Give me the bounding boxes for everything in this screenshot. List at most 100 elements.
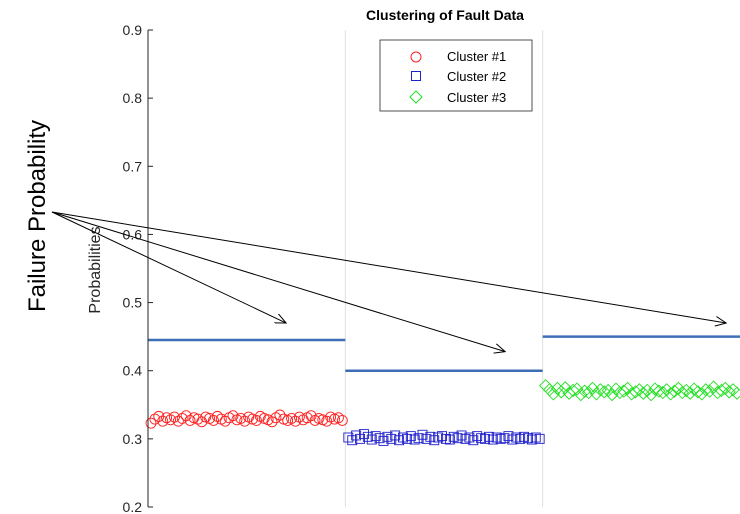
data-point bbox=[574, 387, 588, 402]
data-point bbox=[332, 412, 344, 424]
data-point bbox=[321, 415, 333, 427]
annotation-arrows bbox=[51, 211, 726, 352]
data-point bbox=[351, 430, 362, 441]
y-tick-label: 0.8 bbox=[123, 90, 143, 106]
data-point bbox=[448, 431, 459, 442]
data-point bbox=[405, 431, 416, 442]
data-point bbox=[617, 384, 631, 398]
data-point bbox=[290, 415, 301, 427]
data-point bbox=[184, 415, 196, 426]
data-point bbox=[359, 429, 369, 440]
legend-label-cluster-2: Cluster #2 bbox=[447, 69, 506, 84]
series-cluster-1 bbox=[145, 409, 348, 429]
data-point bbox=[425, 431, 436, 442]
data-point bbox=[663, 387, 678, 401]
data-point bbox=[656, 385, 670, 400]
data-point bbox=[235, 412, 247, 424]
series-cluster-2 bbox=[343, 429, 545, 446]
data-point bbox=[444, 434, 455, 445]
data-point bbox=[636, 386, 650, 400]
data-point bbox=[398, 432, 408, 443]
data-point bbox=[480, 433, 490, 444]
data-point bbox=[491, 432, 502, 443]
annotation-arrow-2 bbox=[51, 211, 505, 352]
data-point bbox=[227, 410, 239, 422]
y-tick-label: 0.5 bbox=[123, 295, 143, 311]
data-point bbox=[483, 431, 494, 442]
y-tick-label: 0.4 bbox=[123, 363, 143, 379]
data-point bbox=[293, 411, 305, 423]
data-point bbox=[558, 381, 572, 395]
legend-label-cluster-3: Cluster #3 bbox=[447, 90, 506, 105]
data-point bbox=[554, 385, 568, 399]
data-point bbox=[413, 433, 424, 444]
data-point bbox=[460, 433, 471, 444]
data-point bbox=[523, 433, 533, 444]
data-point bbox=[578, 384, 592, 398]
failure-probability-annotation: Failure Probability bbox=[24, 120, 51, 312]
data-point bbox=[286, 412, 298, 424]
plot-area bbox=[145, 335, 740, 446]
data-point bbox=[208, 415, 219, 426]
data-point bbox=[566, 383, 580, 398]
data-point bbox=[168, 411, 180, 423]
data-point bbox=[192, 413, 204, 425]
data-point bbox=[239, 415, 251, 427]
data-point bbox=[219, 415, 231, 427]
data-point bbox=[730, 386, 740, 400]
data-point bbox=[703, 384, 717, 398]
data-point bbox=[581, 385, 596, 400]
data-point bbox=[714, 383, 729, 398]
legend-entry-cluster-2: Cluster #2 bbox=[411, 69, 506, 84]
data-point bbox=[683, 386, 697, 400]
annotation-arrow-3 bbox=[51, 211, 726, 323]
data-point bbox=[343, 432, 354, 443]
data-point bbox=[695, 387, 709, 401]
data-point bbox=[274, 409, 286, 421]
data-point bbox=[539, 379, 553, 393]
data-point bbox=[366, 434, 377, 445]
data-point bbox=[644, 387, 658, 402]
data-point bbox=[386, 433, 397, 444]
legend: Cluster #1 Cluster #2 Cluster #3 bbox=[379, 39, 533, 112]
y-tick-label: 0.3 bbox=[123, 431, 143, 447]
data-point bbox=[250, 415, 262, 426]
data-point bbox=[452, 433, 463, 444]
data-point bbox=[589, 387, 604, 401]
data-point bbox=[270, 412, 282, 424]
data-point bbox=[503, 431, 514, 442]
legend-marker-circle-icon bbox=[410, 51, 422, 63]
data-point bbox=[464, 432, 475, 443]
data-point bbox=[597, 385, 611, 399]
data-point bbox=[472, 431, 483, 442]
legend-label-cluster-1: Cluster #1 bbox=[447, 49, 506, 64]
y-tick-label: 0.2 bbox=[123, 499, 143, 514]
data-point bbox=[149, 413, 161, 425]
legend-entry-cluster-3: Cluster #3 bbox=[409, 90, 506, 105]
data-point bbox=[394, 435, 405, 446]
data-point bbox=[165, 414, 176, 426]
data-point bbox=[266, 416, 278, 428]
data-point bbox=[362, 431, 373, 442]
y-axis-label: Probabilities bbox=[87, 226, 104, 313]
data-point bbox=[691, 385, 705, 399]
data-point bbox=[382, 431, 393, 442]
data-point bbox=[456, 430, 467, 441]
data-point bbox=[570, 382, 584, 396]
data-point bbox=[546, 387, 561, 401]
data-point bbox=[507, 434, 518, 445]
x-gridlines bbox=[344, 30, 544, 507]
data-point bbox=[401, 433, 412, 444]
data-point bbox=[176, 412, 188, 424]
data-point bbox=[145, 417, 157, 429]
data-point bbox=[374, 433, 385, 444]
data-point bbox=[211, 410, 223, 422]
data-point bbox=[157, 415, 169, 427]
chart-title: Clustering of Fault Data bbox=[366, 7, 524, 23]
data-point bbox=[336, 415, 348, 426]
data-point bbox=[534, 433, 545, 444]
data-point bbox=[243, 411, 255, 423]
legend-entry-cluster-1: Cluster #1 bbox=[410, 49, 506, 64]
data-point bbox=[437, 431, 447, 442]
